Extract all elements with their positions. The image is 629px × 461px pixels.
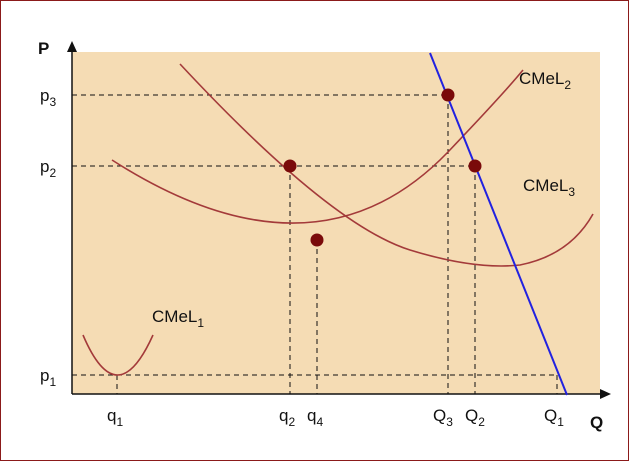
y-axis-arrow — [67, 41, 77, 52]
quantity-label-Q1: Q1 — [544, 406, 564, 429]
curve-label-cmel3: CMeL3 — [523, 176, 575, 199]
quantity-label-Q2: Q2 — [465, 406, 485, 429]
y-axis-label: P — [38, 39, 49, 58]
curve-label-cmel1: CMeL1 — [152, 307, 204, 330]
curve-label-cmel2: CMeL2 — [519, 69, 571, 92]
price-label-p2: p2 — [40, 157, 56, 180]
point-q2-p2 — [283, 159, 297, 173]
demand-line — [429, 52, 568, 396]
x-axis-arrow — [600, 389, 611, 399]
quantity-label-Q3: Q3 — [433, 406, 453, 429]
point-Q2-p2 — [468, 159, 482, 173]
point-q4-min — [310, 233, 324, 247]
cmel3-curve — [179, 63, 594, 267]
price-label-p3: p3 — [40, 86, 56, 109]
quantity-label-q2: q2 — [279, 406, 295, 429]
x-axis-label: Q — [590, 413, 603, 432]
guide-lines — [72, 94, 558, 394]
cmel1-curve — [82, 334, 154, 376]
plot-area — [72, 52, 600, 394]
cmel2-curve — [111, 69, 524, 224]
point-Q3-p3 — [441, 88, 455, 102]
price-label-p1: p1 — [40, 366, 56, 389]
quantity-label-q1: q1 — [107, 406, 123, 429]
quantity-label-q4: q4 — [307, 406, 323, 429]
